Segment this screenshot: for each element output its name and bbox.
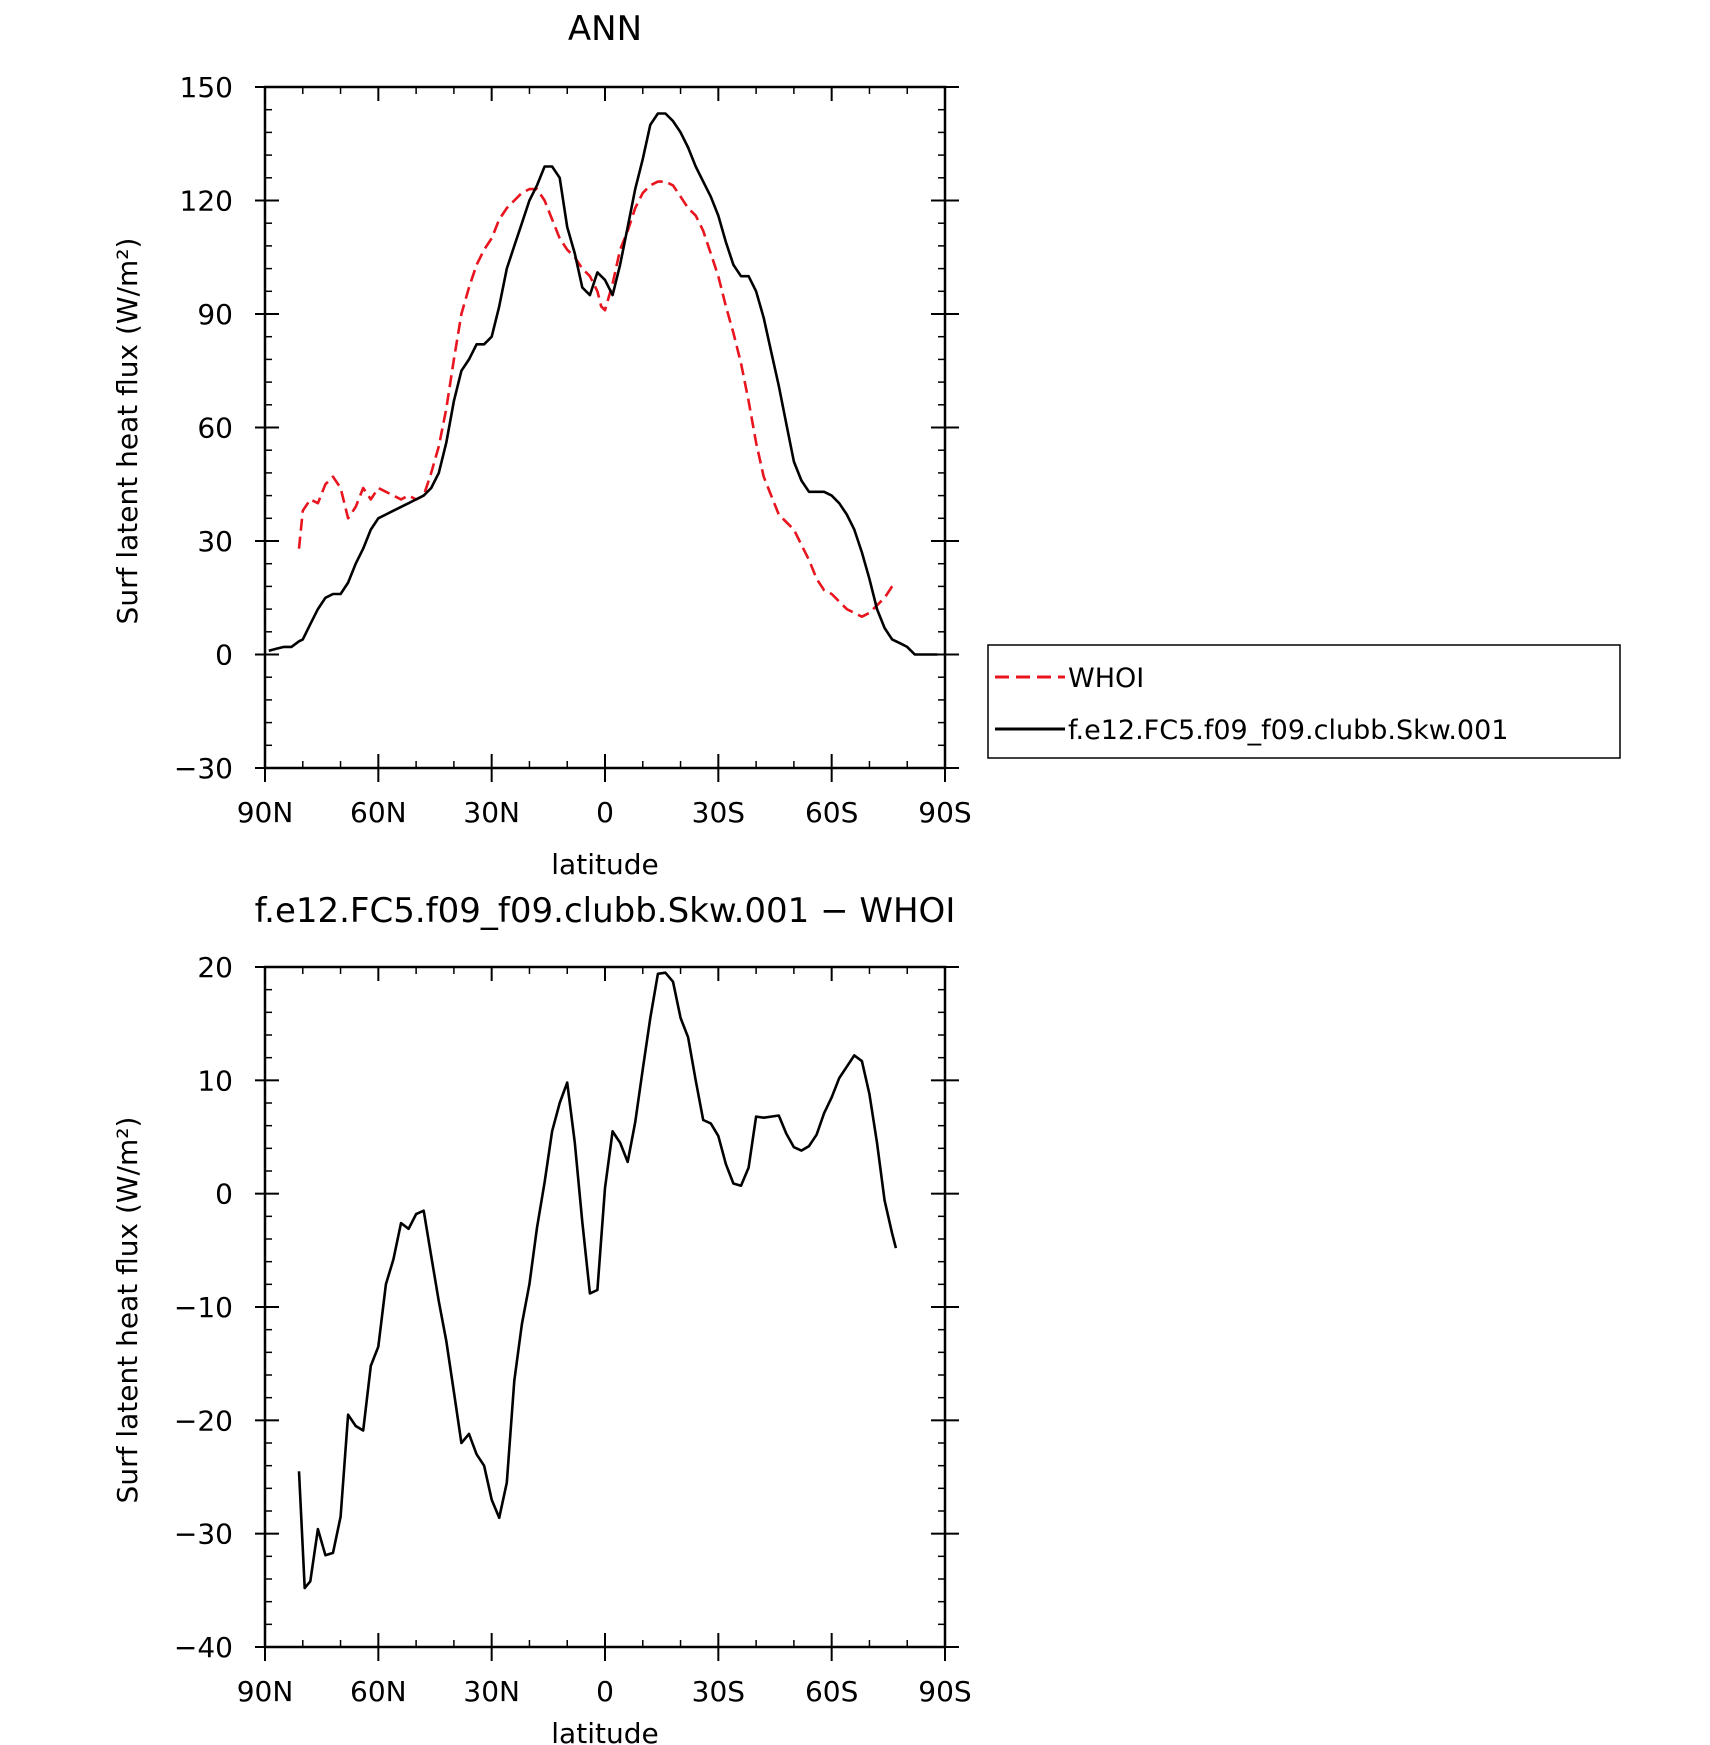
bottom-x-tick-label: 0 bbox=[596, 1675, 614, 1708]
bottom-x-tick-label: 90S bbox=[918, 1675, 971, 1708]
bottom-ticks bbox=[255, 966, 959, 1661]
top-chart-title: ANN bbox=[568, 9, 642, 49]
top-x-tick-label: 60S bbox=[805, 796, 858, 829]
top-y-tick-label: 120 bbox=[180, 185, 233, 218]
top-y-tick-label: 60 bbox=[197, 412, 233, 445]
bottom-y-tick-label: −30 bbox=[174, 1518, 233, 1551]
top-x-tick-label: 0 bbox=[596, 796, 614, 829]
bottom-y-axis-title: Surf latent heat flux (W/m²) bbox=[111, 1117, 144, 1504]
bottom-x-tick-label: 60S bbox=[805, 1675, 858, 1708]
bottom-x-tick-label: 60N bbox=[350, 1675, 407, 1708]
bottom-y-tick-label: −40 bbox=[174, 1631, 233, 1664]
top-y-tick-label: −30 bbox=[174, 752, 233, 785]
top-series-line-0 bbox=[297, 180, 897, 619]
bottom-x-axis-title: latitude bbox=[551, 1717, 658, 1745]
top-y-tick-label: 150 bbox=[180, 71, 233, 104]
bottom-panel: f.e12.FC5.f09_f09.clubb.Skw.001 − WHOI S… bbox=[111, 891, 972, 1745]
bottom-y-tick-labels: 20 10 0 −10 −20 −30 −40 bbox=[174, 951, 233, 1664]
top-series-line-1 bbox=[268, 112, 938, 656]
bottom-y-tick-label: 10 bbox=[197, 1064, 233, 1097]
bottom-chart-title: f.e12.FC5.f09_f09.clubb.Skw.001 − WHOI bbox=[255, 891, 956, 931]
legend: WHOI f.e12.FC5.f09_f09.clubb.Skw.001 bbox=[987, 644, 1621, 759]
top-x-tick-label: 30N bbox=[463, 796, 520, 829]
bottom-x-tick-label: 90N bbox=[237, 1675, 294, 1708]
bottom-y-tick-label: 20 bbox=[197, 951, 233, 984]
top-x-axis-title: latitude bbox=[551, 848, 658, 881]
top-panel: ANN Surf latent heat flux (W/m²) latitud… bbox=[111, 9, 972, 881]
top-y-tick-label: 90 bbox=[197, 298, 233, 331]
bottom-y-tick-label: −20 bbox=[174, 1404, 233, 1437]
legend-box bbox=[987, 644, 1621, 759]
legend-label-model: f.e12.FC5.f09_f09.clubb.Skw.001 bbox=[1068, 715, 1508, 746]
bottom-series-line-0 bbox=[297, 971, 898, 1590]
top-plot-frame bbox=[263, 85, 947, 770]
bottom-y-tick-label: 0 bbox=[215, 1178, 233, 1211]
top-series-lines bbox=[268, 112, 938, 656]
bottom-x-tick-label: 30S bbox=[692, 1675, 745, 1708]
top-y-axis-title: Surf latent heat flux (W/m²) bbox=[111, 238, 144, 625]
top-x-tick-label: 60N bbox=[350, 796, 407, 829]
top-x-tick-label: 90N bbox=[237, 796, 294, 829]
top-y-tick-label: 30 bbox=[197, 525, 233, 558]
bottom-x-tick-label: 30N bbox=[463, 1675, 520, 1708]
top-x-tick-label: 90S bbox=[918, 796, 971, 829]
top-y-tick-label: 0 bbox=[215, 639, 233, 672]
bottom-x-tick-labels: 90N 60N 30N 0 30S 60S 90S bbox=[237, 1675, 972, 1708]
bottom-series-lines bbox=[297, 971, 898, 1590]
bottom-plot-frame bbox=[263, 965, 947, 1649]
top-ticks bbox=[255, 86, 959, 782]
top-x-tick-labels: 90N 60N 30N 0 30S 60S 90S bbox=[237, 796, 972, 829]
top-x-tick-label: 30S bbox=[692, 796, 745, 829]
bottom-y-tick-label: −10 bbox=[174, 1291, 233, 1324]
top-y-tick-labels: 150 120 90 60 30 0 −30 bbox=[174, 71, 233, 785]
legend-label-whoi: WHOI bbox=[1068, 663, 1144, 694]
